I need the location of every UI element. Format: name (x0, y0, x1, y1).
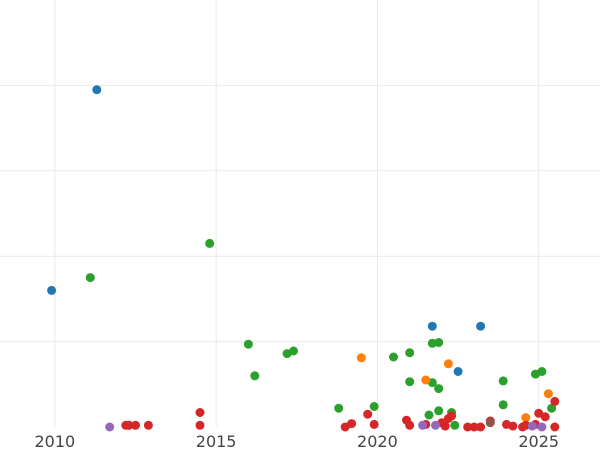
x-axis-tick-labels: 2010 2015 2020 2025 (34, 432, 559, 450)
data-point (424, 410, 434, 420)
data-point (347, 419, 357, 429)
data-point (485, 418, 495, 428)
data-point (405, 348, 415, 358)
data-point (540, 412, 550, 422)
data-point (405, 420, 415, 430)
data-point (498, 376, 508, 386)
data-point (537, 422, 547, 432)
data-point (356, 353, 366, 363)
data-point (453, 367, 463, 376)
data-point (243, 339, 253, 349)
data-point (434, 406, 444, 416)
x-tick-label: 2020 (357, 432, 398, 450)
data-point (105, 422, 115, 432)
x-tick-label: 2010 (34, 432, 75, 450)
data-point (334, 403, 344, 413)
data-point (508, 421, 518, 431)
data-point (547, 403, 557, 413)
data-point (476, 422, 486, 432)
data-point (143, 420, 153, 430)
data-point (447, 411, 457, 421)
data-point (463, 422, 473, 432)
data-point (405, 377, 415, 387)
data-point (131, 420, 140, 430)
data-point (543, 389, 553, 399)
data-point (47, 285, 57, 295)
data-point (369, 419, 379, 429)
data-point (124, 420, 134, 430)
data-point (85, 273, 95, 283)
data-point (469, 422, 479, 432)
data-point (205, 238, 215, 248)
data-point (250, 371, 260, 381)
data-point (195, 420, 205, 430)
data-point (92, 85, 102, 95)
data-point (195, 408, 205, 417)
data-point (389, 352, 398, 362)
data-point (431, 420, 440, 430)
data-point (363, 409, 373, 419)
data-point (476, 321, 486, 331)
grid (0, 0, 600, 427)
data-point (537, 367, 547, 376)
data-point (443, 359, 453, 369)
data-points (47, 85, 560, 432)
data-point (450, 420, 460, 430)
data-point (498, 400, 508, 410)
data-point (434, 338, 444, 347)
data-point (550, 396, 560, 406)
data-point (418, 420, 428, 430)
data-point (521, 413, 531, 423)
data-point (550, 422, 560, 432)
data-point (289, 346, 298, 356)
data-point (369, 402, 379, 411)
data-point (421, 375, 431, 385)
data-point (434, 384, 444, 394)
x-tick-label: 2025 (518, 432, 559, 450)
data-point (440, 421, 450, 431)
data-point (527, 421, 537, 431)
x-tick-label: 2015 (196, 432, 237, 450)
data-point (427, 321, 437, 331)
